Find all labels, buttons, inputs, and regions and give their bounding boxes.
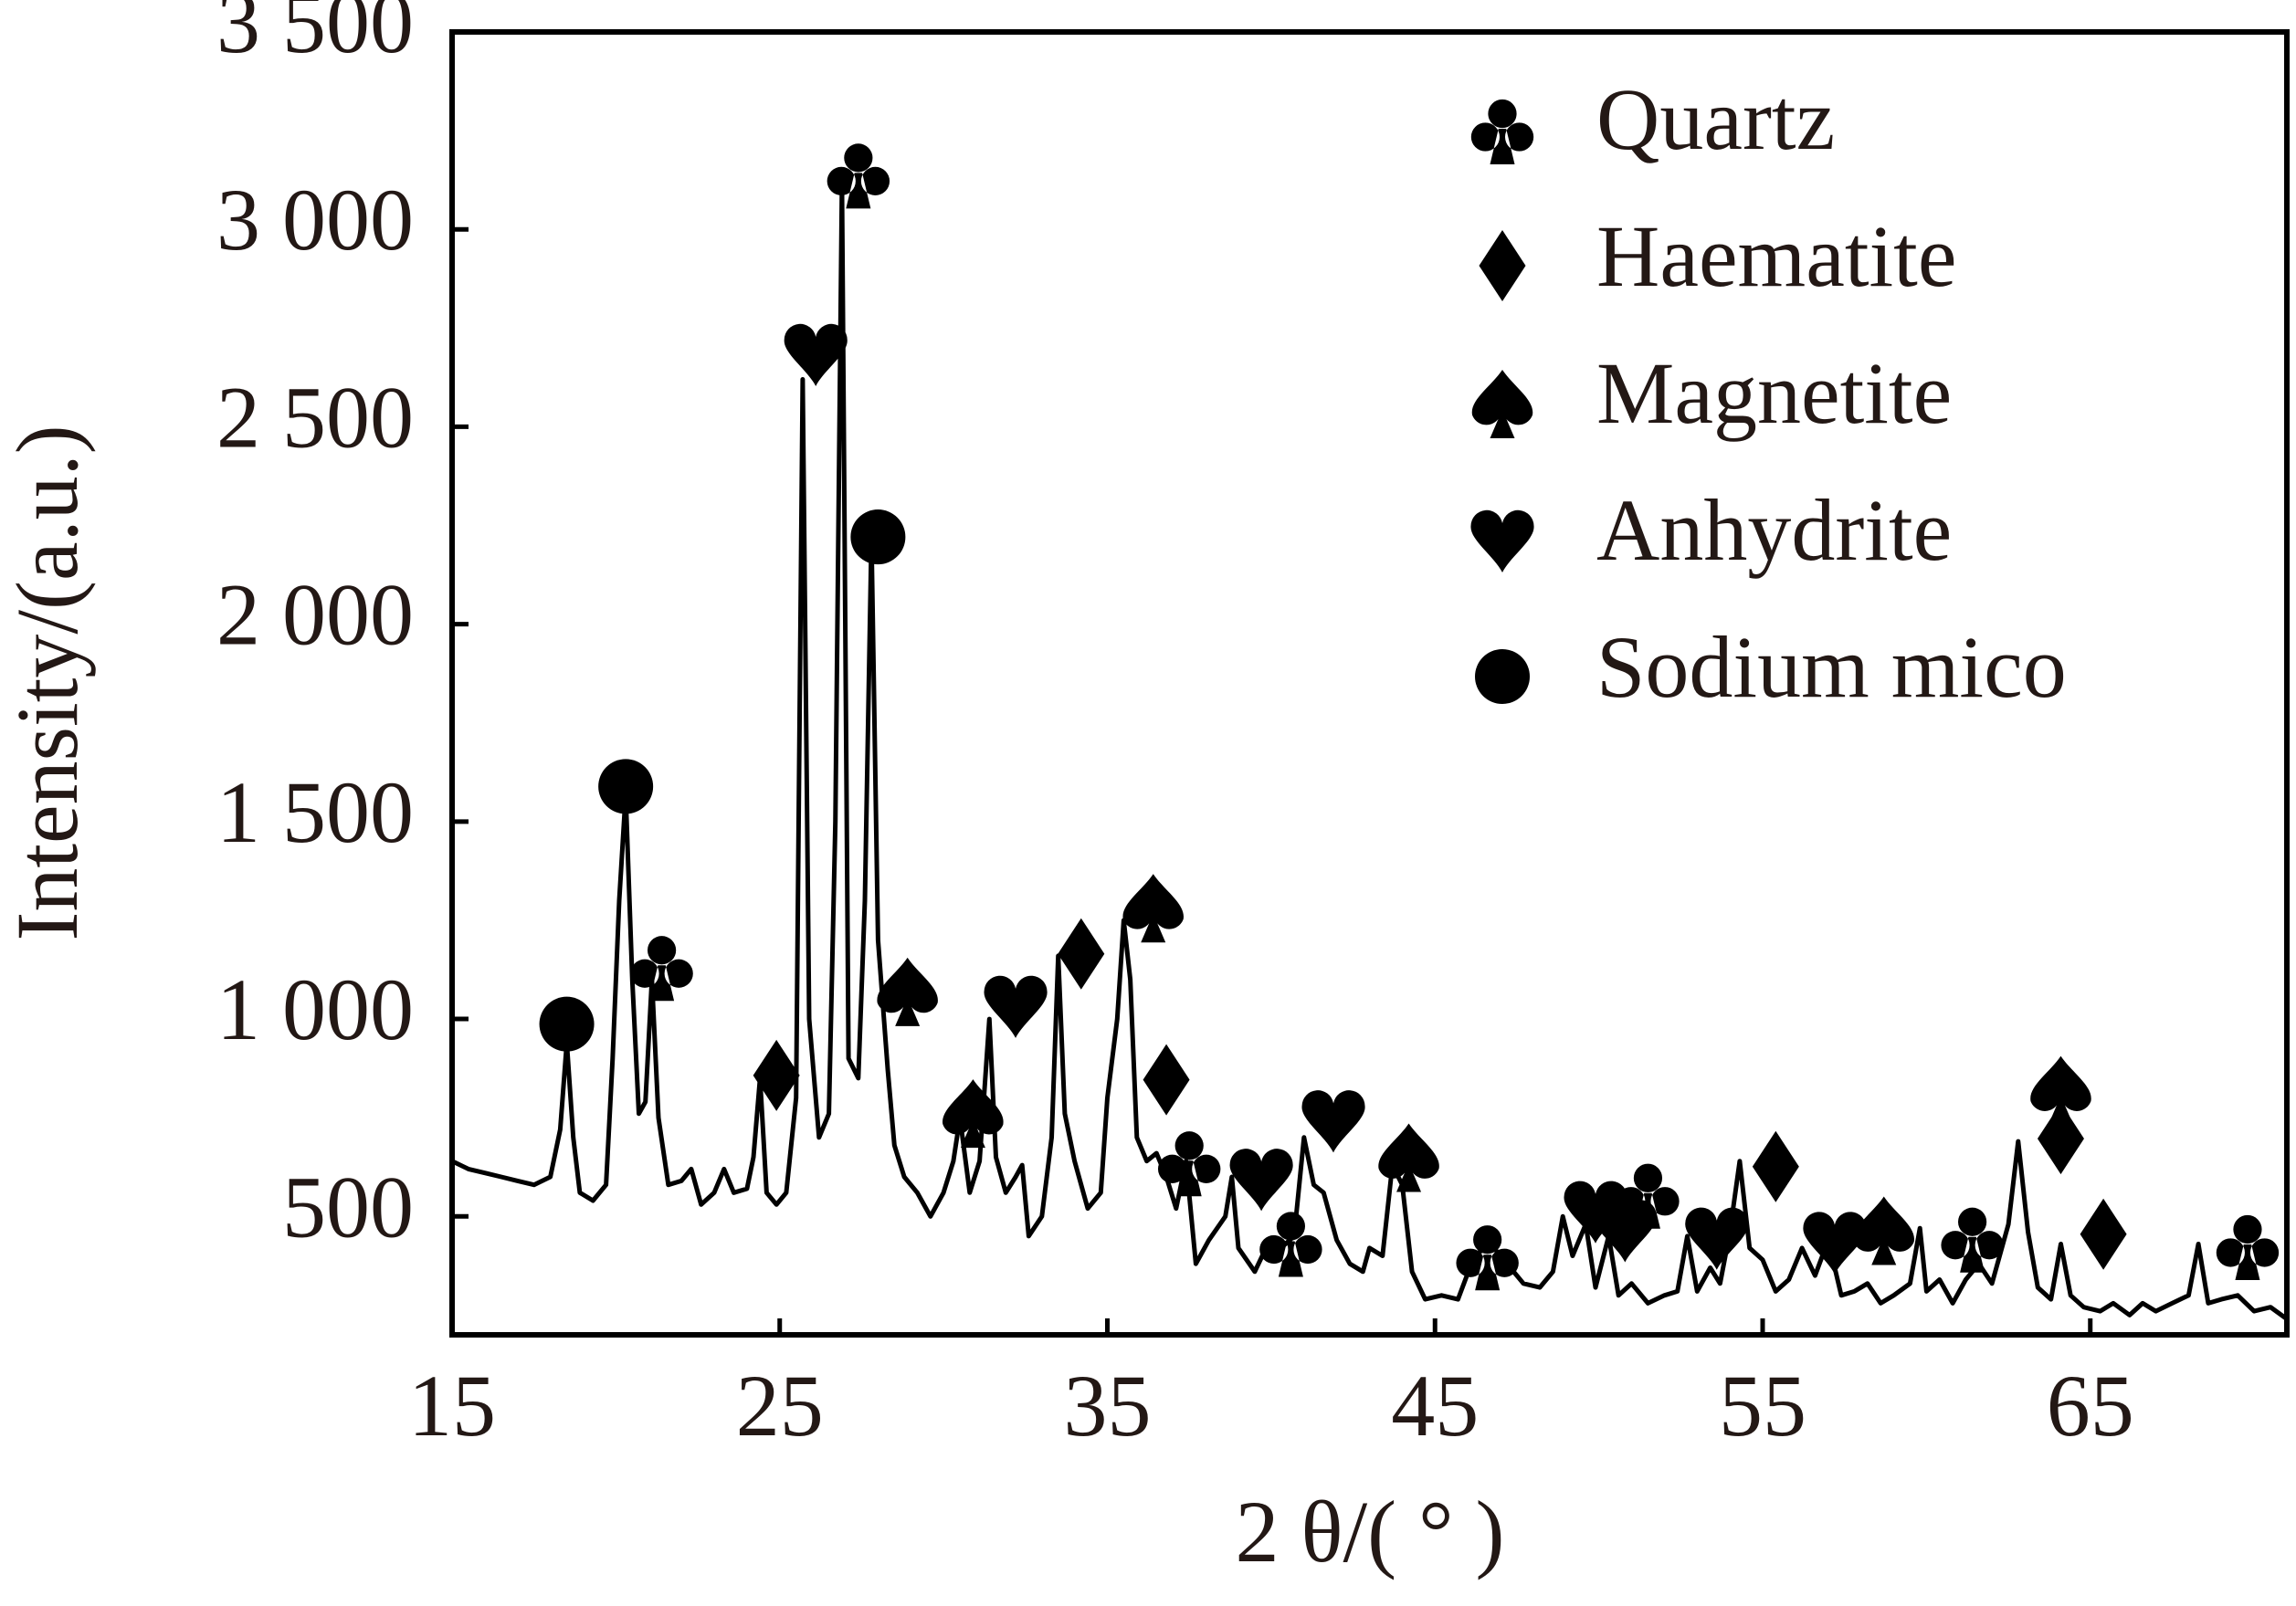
y-tick-label: 1 500 (216, 763, 414, 861)
plot-frame (449, 29, 2290, 1338)
phase-marker (1593, 1200, 1657, 1263)
legend-label: Anhydrite (1596, 481, 1952, 579)
phase-marker (1259, 1212, 1322, 1277)
legend-symbol (1479, 230, 1526, 301)
y-tick-label: 2 500 (216, 368, 414, 466)
legend-symbol (1470, 509, 1534, 572)
legend-label: Sodium mico (1596, 618, 2067, 716)
phase-marker (753, 1039, 800, 1111)
phase-marker (1941, 1207, 2004, 1273)
x-axis-title: 2 θ/( ° ) (1236, 1483, 1505, 1580)
phase-marker (1803, 1212, 1867, 1275)
phase-marker (1122, 874, 1184, 943)
phase-marker (1157, 1131, 1221, 1197)
phase-marker (2037, 1103, 2084, 1175)
legend-symbol (1471, 370, 1533, 438)
phase-marker (2080, 1198, 2127, 1270)
phase-marker (598, 759, 654, 814)
phase-marker (1058, 918, 1105, 990)
x-tick-label: 35 (1064, 1357, 1152, 1454)
phase-marker (943, 1079, 1004, 1149)
y-tick-label: 3 500 (216, 0, 414, 71)
legend-label: Magnetite (1596, 344, 1952, 442)
x-tick-label: 45 (1391, 1357, 1479, 1454)
phase-marker (877, 957, 938, 1026)
phase-marker (1752, 1130, 1799, 1202)
phase-marker (2216, 1214, 2280, 1280)
phase-marker (984, 975, 1048, 1038)
legend-symbol (1475, 649, 1530, 704)
x-tick-label: 65 (2047, 1357, 2134, 1454)
legend-symbol (1470, 99, 1534, 164)
y-tick-label: 500 (282, 1158, 414, 1255)
y-axis-title: Intensity/(a.u.) (0, 425, 96, 940)
phase-marker (1301, 1090, 1365, 1153)
phase-marker (1456, 1225, 1519, 1291)
legend-label: Quartz (1596, 70, 1835, 168)
x-tick-label: 15 (408, 1357, 496, 1454)
y-tick-label: 3 000 (216, 171, 414, 268)
phase-marker (1853, 1196, 1914, 1265)
phase-marker (630, 936, 693, 1002)
phase-marker (539, 996, 595, 1052)
phase-marker (784, 323, 848, 386)
phase-marker (1378, 1123, 1439, 1192)
phase-marker (850, 509, 906, 565)
phase-marker (1229, 1149, 1293, 1212)
phase-marker (827, 143, 890, 209)
x-tick-label: 55 (1719, 1357, 1806, 1454)
phase-marker (1685, 1207, 1749, 1270)
phase-marker (1143, 1044, 1190, 1116)
y-tick-label: 2 000 (216, 566, 414, 664)
y-tick-label: 1 000 (216, 960, 414, 1058)
legend-label: Haematite (1596, 207, 1956, 305)
x-tick-label: 25 (736, 1357, 824, 1454)
pattern-line (450, 179, 2289, 1321)
phase-marker (2030, 1055, 2091, 1125)
